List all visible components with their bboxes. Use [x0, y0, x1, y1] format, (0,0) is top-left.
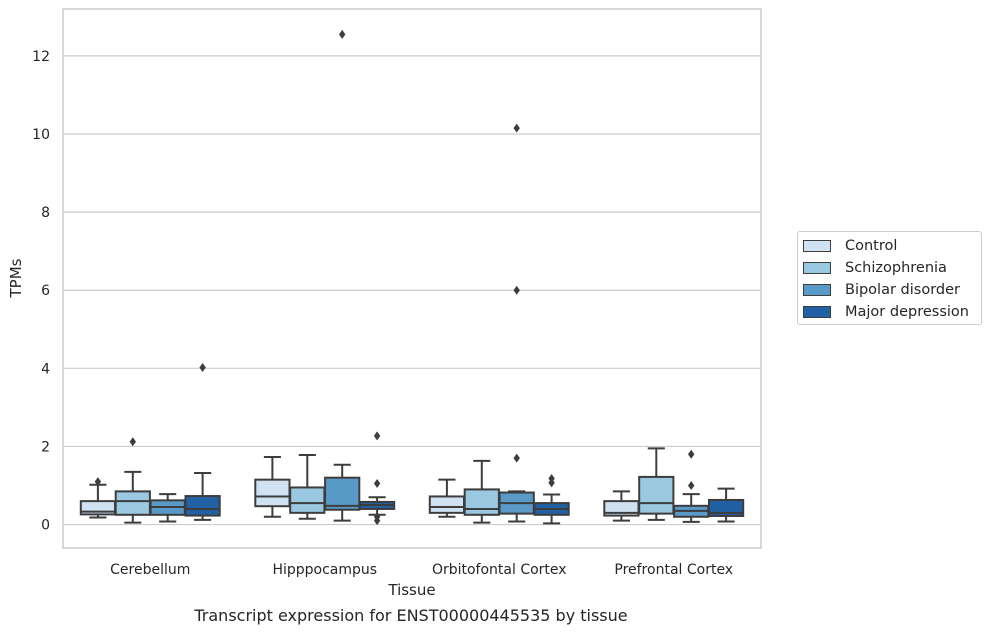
box-major-depression-cerebellum [184, 363, 221, 521]
outlier-point [513, 123, 520, 133]
legend-swatch-control [803, 240, 831, 252]
gridlines [63, 55, 761, 526]
legend-label-schizophrenia: Schizophrenia [845, 260, 947, 276]
outlier-point [94, 477, 102, 487]
outlier-point [548, 473, 555, 483]
legend-item-bipolar-disorder: Bipolar disorder [803, 280, 960, 300]
plot-frame [62, 8, 762, 549]
y-tick-label: 4 [41, 361, 50, 377]
legend-label-control: Control [845, 238, 898, 254]
box-major-depression-orbitofontal-cortex [533, 473, 570, 525]
y-tick-label: 0 [41, 518, 50, 534]
outlier-point [688, 449, 695, 459]
x-tick-label-prefrontal-cortex: Prefrontal Cortex [614, 562, 733, 578]
x-axis-label: Tissue [387, 581, 435, 599]
box-schizophrenia-cerebellum [114, 437, 151, 524]
outlier-point [373, 431, 381, 441]
box-bipolar-disorder-cerebellum [149, 493, 186, 523]
plot-area [63, 9, 761, 548]
box-bipolar-disorder-prefrontal-cortex [673, 449, 710, 523]
legend-swatch-schizophrenia [803, 262, 831, 274]
box-body [428, 495, 466, 514]
legend-item-major-depression: Major depression [803, 302, 969, 322]
outlier-point [129, 437, 136, 447]
outlier-point [373, 512, 381, 522]
y-tick-labels: 0 2 4 6 8 10 12 [32, 49, 50, 534]
box-schizophrenia-prefrontal-cortex [638, 447, 675, 521]
box-body [638, 475, 675, 515]
x-tick-label-orbitofontal-cortex: Orbitofontal Cortex [432, 562, 567, 578]
series-control [79, 455, 640, 522]
box-body [463, 488, 500, 516]
box-control-hipppocampus [254, 455, 291, 518]
box-major-depression-prefrontal-cortex [707, 487, 745, 523]
box-body [254, 478, 291, 508]
box-major-depression-hipppocampus [358, 431, 396, 526]
y-tick-label: 8 [41, 205, 50, 221]
y-axis-label: TPMs [7, 258, 25, 298]
x-tick-labels: Cerebellum Hipppocampus Orbitofontal Corte… [110, 562, 733, 578]
box-body [289, 486, 326, 514]
legend-item-control: Control [803, 236, 897, 256]
legend-label-bipolar-disorder: Bipolar disorder [845, 282, 960, 298]
x-tick-label-cerebellum: Cerebellum [110, 562, 190, 578]
box-groups [79, 29, 745, 526]
box-body [114, 490, 151, 516]
legend-label-major-depression: Major depression [845, 304, 969, 320]
y-tick-label: 6 [41, 283, 50, 299]
outlier-point [199, 363, 206, 373]
legend-swatch-bipolar-disorder [803, 284, 831, 296]
legend-item-schizophrenia: Schizophrenia [803, 258, 947, 278]
series-major-depression [184, 363, 745, 526]
legend: Control Schizophrenia Bipolar disorder M… [797, 231, 982, 325]
series-schizophrenia [114, 437, 675, 524]
outlier-point [373, 479, 381, 489]
box-schizophrenia-hipppocampus [289, 454, 326, 520]
outlier-point [339, 29, 346, 39]
chart-title: Transcript expression for ENST0000044553… [194, 606, 628, 625]
y-tick-label: 10 [32, 127, 50, 143]
box-bipolar-disorder-hipppocampus [324, 29, 361, 522]
y-tick-label: 12 [32, 49, 50, 65]
box-control-cerebellum [79, 477, 117, 519]
legend-swatch-major-depression [803, 306, 831, 318]
box-body [324, 476, 361, 511]
outlier-point [513, 453, 520, 463]
series-bipolar-disorder [149, 29, 710, 523]
outlier-point [513, 285, 520, 295]
outlier-point [688, 481, 695, 491]
x-tick-label-hipppocampus: Hipppocampus [272, 562, 377, 578]
box-body [184, 495, 221, 517]
box-control-orbitofontal-cortex [428, 478, 466, 518]
y-tick-label: 2 [41, 439, 50, 455]
box-schizophrenia-orbitofontal-cortex [463, 459, 500, 524]
